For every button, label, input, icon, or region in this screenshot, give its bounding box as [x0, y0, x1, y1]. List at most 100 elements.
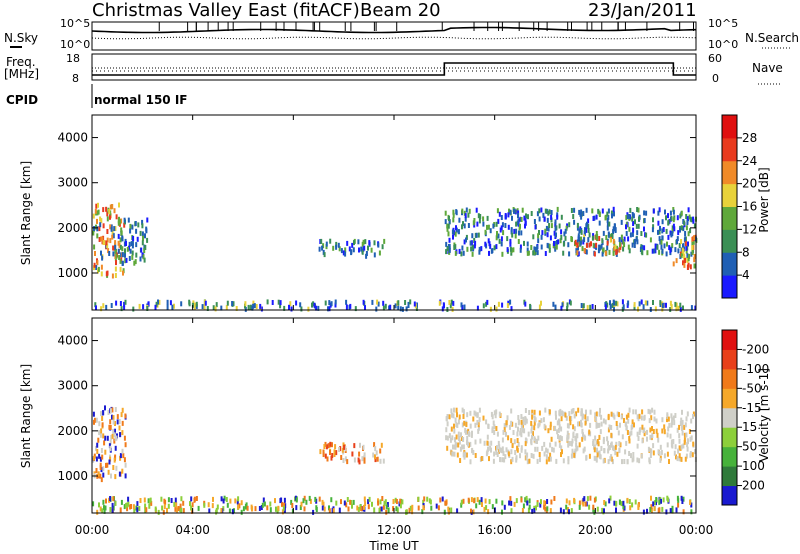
echo-cell — [618, 499, 621, 505]
echo-cell — [495, 221, 498, 227]
echo-cell — [575, 446, 578, 452]
echo-cell — [352, 247, 355, 253]
echo-cell — [160, 496, 163, 502]
echo-cell — [290, 306, 293, 312]
echo-cell — [560, 452, 562, 457]
echo-cell — [572, 214, 575, 219]
echo-cell — [121, 235, 124, 241]
echo-cell — [457, 442, 460, 448]
echo-cell — [536, 211, 539, 217]
echo-cell — [124, 258, 127, 264]
echo-cell — [114, 500, 117, 506]
echo-cell — [536, 501, 539, 507]
echo-cell — [309, 498, 312, 504]
echo-cell — [471, 233, 474, 239]
echo-cell — [543, 500, 546, 506]
echo-cell — [150, 500, 153, 506]
echo-cell — [487, 446, 489, 452]
echo-cell — [628, 499, 631, 504]
echo-cell — [118, 419, 121, 425]
echo-cell — [576, 239, 579, 245]
echo-cell — [397, 304, 400, 310]
echo-cell — [614, 227, 617, 232]
echo-cell — [115, 465, 118, 471]
echo-cell — [510, 500, 513, 506]
echo-cell — [651, 433, 654, 438]
echo-cell — [632, 213, 635, 219]
echo-cell — [247, 304, 250, 310]
echo-cell — [139, 230, 142, 236]
echo-cell — [518, 230, 520, 236]
echo-cell — [388, 305, 391, 311]
echo-cell — [448, 414, 451, 420]
echo-cell — [684, 456, 687, 462]
colorbar-tick-label: 4 — [742, 268, 750, 282]
echo-cell — [143, 257, 146, 263]
echo-cell — [555, 244, 558, 250]
echo-cell — [601, 238, 604, 244]
echo-cell — [509, 299, 512, 305]
echo-cell — [475, 503, 478, 509]
echo-cell — [480, 246, 483, 252]
echo-cell — [501, 446, 504, 452]
echo-cell — [567, 456, 570, 462]
echo-cell — [596, 447, 598, 453]
echo-cell — [658, 229, 661, 235]
echo-cell — [99, 222, 102, 228]
echo-cell — [616, 411, 619, 417]
echo-cell — [640, 249, 643, 254]
echo-cell — [303, 495, 306, 501]
echo-cell — [659, 457, 662, 463]
echo-cell — [640, 299, 643, 305]
echo-cell — [399, 498, 402, 504]
echo-cell — [493, 430, 496, 435]
echo-cell — [330, 455, 333, 461]
colorbar-tick-label: 28 — [742, 131, 757, 145]
echo-cell — [554, 219, 557, 225]
echo-cell — [129, 248, 132, 254]
echo-cell — [665, 251, 668, 257]
echo-cell — [240, 500, 243, 506]
echo-cell — [671, 231, 674, 237]
echo-cell — [636, 457, 639, 463]
echo-cell — [666, 442, 669, 448]
echo-cell — [329, 441, 332, 447]
echo-cell — [207, 502, 210, 508]
echo-cell — [689, 228, 692, 234]
echo-cell — [578, 500, 581, 506]
echo-cell — [100, 448, 103, 453]
echo-cell — [283, 497, 286, 503]
echo-cell — [652, 443, 655, 449]
echo-cell — [656, 244, 659, 250]
echo-cell — [536, 446, 539, 452]
echo-cell — [251, 506, 254, 512]
echo-cell — [155, 301, 158, 307]
echo-cell — [493, 451, 496, 457]
echo-cell — [102, 303, 105, 309]
echo-cell — [573, 452, 576, 458]
echo-cell — [476, 412, 479, 418]
echo-cell — [637, 436, 640, 441]
echo-cell — [508, 208, 510, 214]
echo-cell — [335, 500, 338, 506]
echo-cell — [281, 509, 284, 515]
echo-cell — [587, 237, 590, 243]
noise-tick-low-right: 10^0 — [708, 38, 738, 51]
echo-cell — [112, 245, 115, 251]
echo-cell — [112, 428, 115, 434]
echo-cell — [661, 303, 664, 309]
echo-cell — [119, 258, 122, 264]
echo-cell — [96, 509, 99, 515]
echo-cell — [576, 225, 579, 231]
echo-cell — [325, 444, 328, 450]
echo-cell — [687, 256, 690, 262]
echo-cell — [109, 424, 112, 430]
echo-cell — [561, 302, 564, 308]
echo-cell — [333, 449, 336, 455]
echo-cell — [281, 501, 283, 507]
echo-cell — [547, 210, 550, 216]
echo-cell — [650, 448, 653, 454]
echo-cell — [652, 450, 655, 456]
echo-cell — [437, 505, 440, 511]
echo-cell — [263, 501, 266, 507]
